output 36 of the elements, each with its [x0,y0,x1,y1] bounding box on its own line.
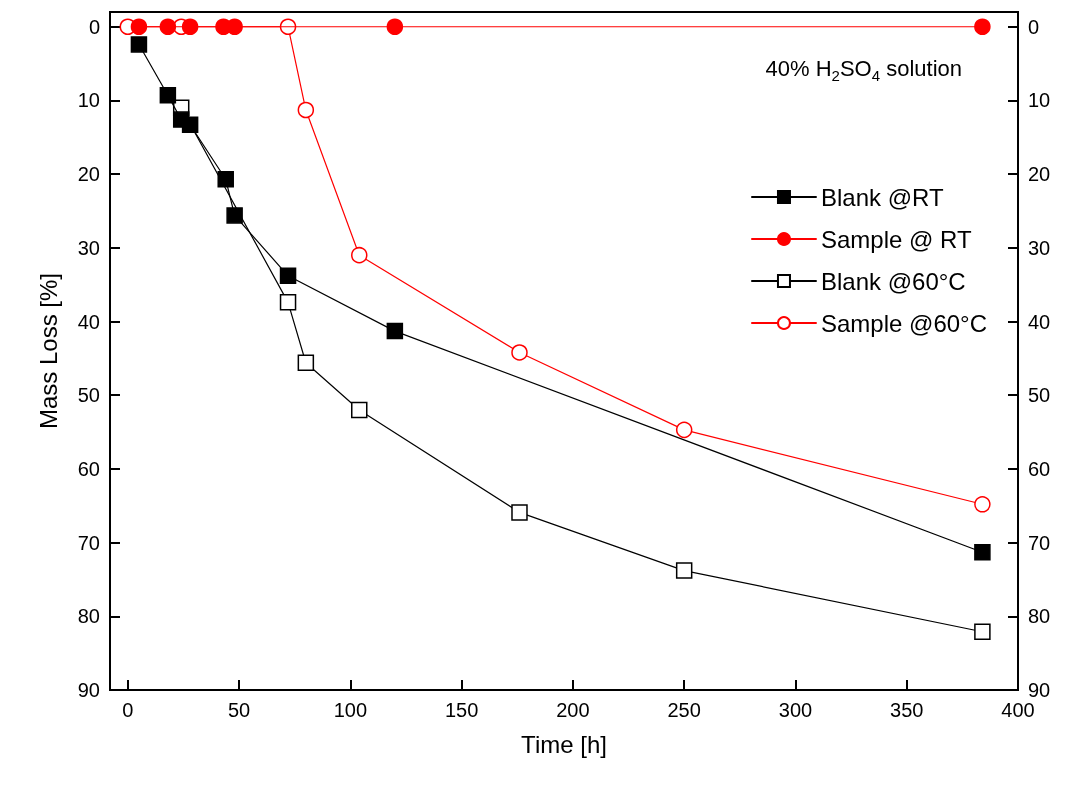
y2-tick-label: 90 [1028,679,1051,701]
annotation: 40% H$_{2}$SO$_{4}$ solution [765,56,962,85]
y-tick-label: 10 [77,89,100,112]
x-tick-label: 300 [778,699,813,721]
legend-label: Blank @RT [820,183,944,211]
legend-label: Sample @60°C [820,309,987,337]
x-tick-label: 400 [1001,699,1035,721]
y2-tick-label: 10 [1028,89,1051,112]
y2-tick-label: 30 [1028,236,1051,259]
x-tick-label: 0 [122,699,134,721]
y2-tick-label: 50 [1028,384,1051,407]
y2-tick-label: 40 [1028,310,1051,333]
x-tick-label: 150 [444,699,479,721]
x-tick-label: 100 [333,699,368,721]
y2-tick-label: 20 [1028,163,1051,186]
legend-label: Sample @ RT [820,225,972,253]
y-tick-label: 60 [77,457,100,480]
x-axis-title: Time [h] [521,730,607,758]
y-tick-label: 50 [77,384,100,407]
y-axis-title: Mass Loss [%] [34,272,62,430]
x-tick-label: 350 [890,699,924,721]
y-tick-label: 80 [77,605,100,628]
y-tick-label: 90 [77,679,100,701]
y2-tick-label: 60 [1028,457,1051,480]
y2-tick-label: 80 [1028,605,1051,628]
y-tick-label: 20 [77,163,100,186]
y-tick-label: 30 [77,236,100,259]
x-tick-label: 200 [556,699,590,721]
x-tick-label: 50 [227,699,251,721]
y2-tick-label: 0 [1028,15,1040,38]
y-tick-label: 70 [77,531,100,554]
x-tick-label: 250 [667,699,701,721]
y2-tick-label: 70 [1028,531,1051,554]
legend-label: Blank @60°C [820,267,966,295]
y-tick-label: 40 [77,310,100,333]
y-tick-label: 0 [88,15,100,38]
